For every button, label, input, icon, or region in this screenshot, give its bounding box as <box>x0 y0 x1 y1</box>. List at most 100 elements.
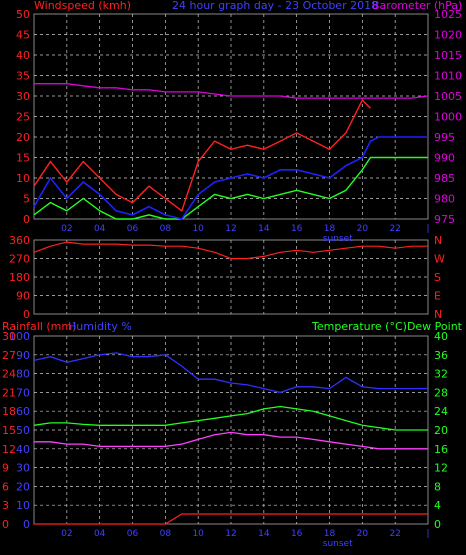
rht-ytick-left2: 24 <box>2 368 16 381</box>
rht-xtick: 06 <box>127 529 139 539</box>
wind-ytick-left: 50 <box>16 8 30 21</box>
rht-xtick: 16 <box>291 529 303 539</box>
wind-ytick-left: 5 <box>23 193 30 206</box>
rht-xtick: 22 <box>389 529 400 539</box>
direction-ytick-right: N <box>434 234 442 247</box>
rht-xtick: 20 <box>357 529 369 539</box>
rht-ytick-left2: 18 <box>2 405 16 418</box>
direction-ytick-left: 360 <box>9 234 30 247</box>
wind-ytick-left: 0 <box>23 213 30 226</box>
wind-ytick-right: 1005 <box>434 90 462 103</box>
rht-ytick-left2: 3 <box>2 499 9 512</box>
rht-ytick-right: 8 <box>434 480 441 493</box>
rht-ytick-right: 12 <box>434 462 448 475</box>
wind-xtick: 14 <box>258 224 270 234</box>
rht-ytick-right: 0 <box>434 518 441 531</box>
gridlines <box>34 14 428 524</box>
wind-direction-line <box>33 241 428 260</box>
rht-ytick-right: 28 <box>434 386 448 399</box>
wind-ytick-right: 980 <box>434 193 455 206</box>
wind-ytick-left: 40 <box>16 49 30 62</box>
rht-ytick-left: 70 <box>16 386 30 399</box>
rht-ytick-right: 36 <box>434 349 448 362</box>
rht-ytick-right: 20 <box>434 424 448 437</box>
direction-ytick-left: 270 <box>9 253 30 266</box>
rht-ytick-left2: 15 <box>2 424 16 437</box>
barometer-axis-title: Barometer (hPa) <box>372 0 462 12</box>
rht-xtick: 02 <box>61 529 72 539</box>
wind-ytick-right: 995 <box>434 131 455 144</box>
wind-xtick: 16 <box>291 224 303 234</box>
wind-xtick: 08 <box>160 224 172 234</box>
wind-ytick-right: 1010 <box>434 70 462 83</box>
dewpoint-line <box>34 431 428 450</box>
rht-xtick: 18 <box>324 529 336 539</box>
wind-xtick: 10 <box>192 224 204 234</box>
rht-ytick-left: 90 <box>16 349 30 362</box>
rht-ytick-left2: 21 <box>2 386 16 399</box>
wind-xtick: | <box>426 224 429 234</box>
rht-ytick-right: 24 <box>434 405 448 418</box>
wind-ytick-right: 1025 <box>434 8 462 21</box>
wind-xtick: 20 <box>357 224 369 234</box>
wind-xtick: 18 <box>324 224 336 234</box>
wind-axis-title: Windspeed (kmh) <box>34 0 131 12</box>
rht-ytick-left: 50 <box>16 424 30 437</box>
rht-ytick-right: 16 <box>434 443 448 456</box>
rainfall-axis-title: Rainfall (mm) <box>2 320 76 333</box>
wind-ytick-left: 30 <box>16 90 30 103</box>
rht-ytick-left: 0 <box>23 518 30 531</box>
wind-ytick-right: 1020 <box>434 29 462 42</box>
wind-ytick-left: 45 <box>16 29 30 42</box>
rht-ytick-right: 40 <box>434 330 448 343</box>
wind-ytick-left: 35 <box>16 70 30 83</box>
rht-sunset-label: sunset <box>323 539 353 549</box>
wind-ytick-left: 10 <box>16 172 30 185</box>
direction-ytick-right: N <box>434 308 442 321</box>
rainfall-line <box>34 513 428 525</box>
rht-xtick: 12 <box>225 529 236 539</box>
rht-xtick: 10 <box>192 529 204 539</box>
rht-ytick-left2: 30 <box>2 330 16 343</box>
wind-ytick-left: 15 <box>16 152 30 165</box>
wind-ytick-right: 985 <box>434 172 455 185</box>
direction-ytick-right: E <box>434 290 441 303</box>
rht-ytick-right: 32 <box>434 368 448 381</box>
wind-low-line <box>33 156 428 220</box>
wind-ytick-left: 25 <box>16 111 30 124</box>
wind-average-line <box>33 136 428 220</box>
wind-ytick-right: 990 <box>434 152 455 165</box>
wind-xtick: 22 <box>389 224 400 234</box>
direction-ytick-right: W <box>434 253 445 266</box>
humidity-line <box>33 352 428 394</box>
rht-ytick-left2: 12 <box>2 443 16 456</box>
rht-panel-frame <box>33 335 429 525</box>
wind-xtick: 02 <box>61 224 72 234</box>
humidity-axis-title: Humidity % <box>68 320 132 333</box>
barometer-line <box>34 83 429 99</box>
wind-xtick: 12 <box>225 224 236 234</box>
data-series <box>33 83 429 525</box>
rht-xtick: | <box>426 529 429 539</box>
direction-ytick-left: 180 <box>9 271 30 284</box>
wind-ytick-left: 20 <box>16 131 30 144</box>
direction-ytick-right: S <box>434 271 441 284</box>
chart-title: 24 hour graph day - 23 October 2018 <box>172 0 378 12</box>
rht-ytick-left: 30 <box>16 462 30 475</box>
temperature-line <box>33 405 428 431</box>
rht-ytick-left2: 0 <box>2 518 9 531</box>
wind-ytick-right: 1000 <box>434 111 462 124</box>
temperature-axis-title: Temperature (°C)Dew Point <box>311 320 463 333</box>
wind-xtick: 04 <box>94 224 106 234</box>
rht-ytick-left: 100 <box>9 330 30 343</box>
rht-xtick: 04 <box>94 529 106 539</box>
rht-ytick-left: 20 <box>16 480 30 493</box>
direction-ytick-left: 90 <box>16 290 30 303</box>
rht-ytick-left2: 9 <box>2 462 9 475</box>
rht-ytick-left: 40 <box>16 443 30 456</box>
wind-ytick-right: 1015 <box>434 49 462 62</box>
rht-xtick: 14 <box>258 529 270 539</box>
direction-ytick-left: 0 <box>23 308 30 321</box>
